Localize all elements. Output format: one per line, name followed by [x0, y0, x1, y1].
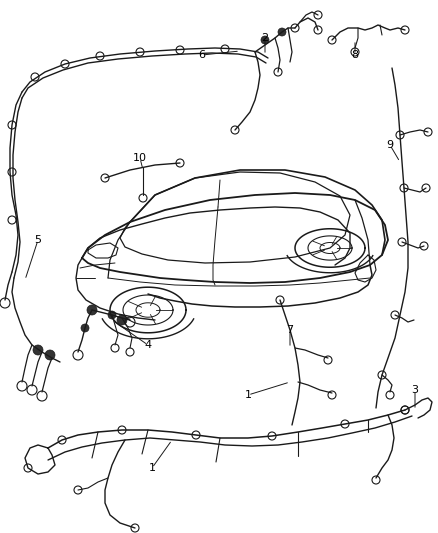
Circle shape: [261, 36, 269, 44]
Text: 9: 9: [386, 140, 394, 150]
Text: 1: 1: [244, 390, 251, 400]
Text: 8: 8: [351, 50, 359, 60]
Text: 7: 7: [286, 325, 293, 335]
Text: 5: 5: [35, 235, 42, 245]
Circle shape: [117, 315, 127, 325]
Circle shape: [278, 28, 286, 36]
Circle shape: [81, 324, 89, 332]
Text: 4: 4: [145, 340, 152, 350]
Text: 3: 3: [411, 385, 418, 395]
Text: 2: 2: [261, 33, 268, 43]
Circle shape: [87, 305, 97, 315]
Text: 1: 1: [148, 463, 155, 473]
Circle shape: [108, 311, 116, 319]
Text: 6: 6: [198, 50, 205, 60]
Circle shape: [33, 345, 43, 355]
Circle shape: [45, 350, 55, 360]
Text: 10: 10: [133, 153, 147, 163]
